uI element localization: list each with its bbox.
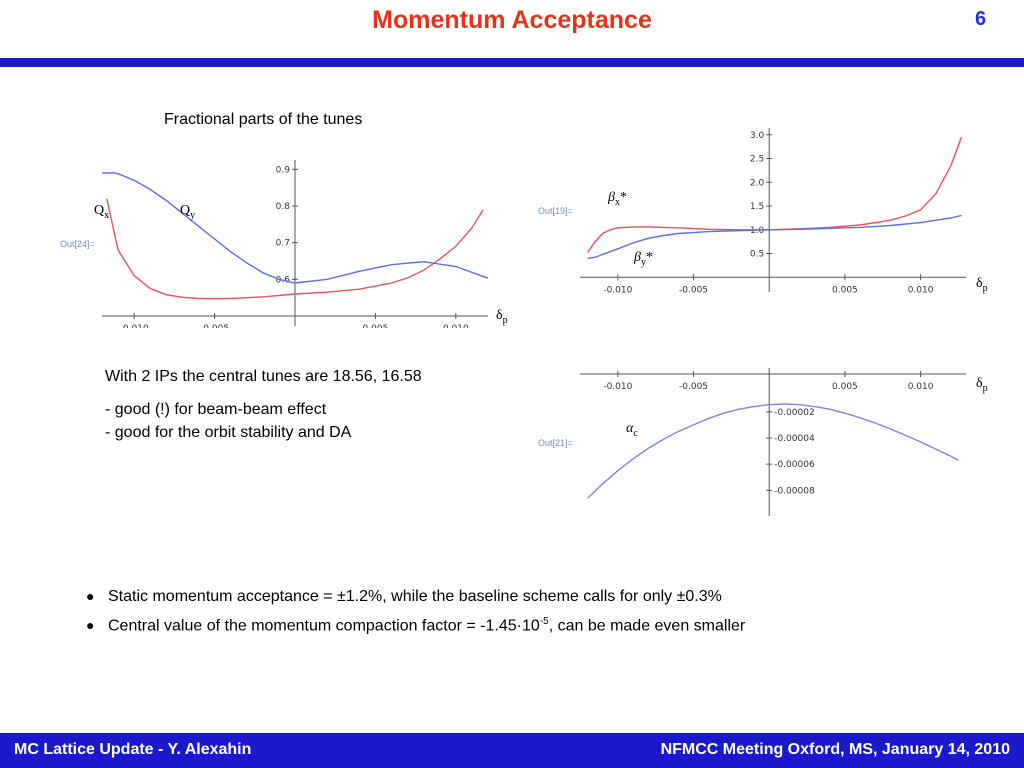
alpha-plot: -0.010 -0.005 0.005 0.010 -0.00002 -0.00004 -0… — [580, 368, 966, 516]
y-tick-label: -0.00006 — [774, 460, 815, 470]
series-line-βy* — [587, 214, 962, 259]
beta-x-label: βx* — [608, 190, 627, 208]
y-tick-label: -0.00008 — [774, 486, 815, 496]
footer-left: MC Lattice Update - Y. Alexahin — [14, 741, 252, 758]
y-tick-label: 0.9 — [276, 165, 291, 175]
y-tick-label: 2.0 — [750, 178, 765, 188]
beta-out-label: Out[19]= — [538, 206, 573, 216]
bullet-list: ● Static momentum acceptance = ±1.2%, wh… — [86, 588, 745, 645]
beam-beam-text: - good (!) for beam-beam effect — [105, 401, 327, 418]
bullet-text: Central value of the momentum compaction… — [108, 616, 746, 635]
central-tunes-text: With 2 IPs the central tunes are 18.56, … — [105, 368, 422, 385]
x-tick-label: 0.005 — [832, 285, 858, 294]
header-bar — [0, 58, 1024, 67]
footer-bar: MC Lattice Update - Y. Alexahin NFMCC Me… — [0, 733, 1024, 768]
x-tick-label: 0.010 — [443, 324, 469, 328]
page-number: 6 — [975, 8, 987, 30]
alpha-out-label: Out[21]= — [538, 438, 573, 448]
x-tick-label: -0.010 — [603, 285, 632, 294]
tunes-caption: Fractional parts of the tunes — [164, 111, 363, 128]
x-tick-label: -0.005 — [679, 285, 708, 294]
qx-label: Qx — [94, 203, 110, 221]
delta-p-label: δp — [976, 276, 988, 294]
delta-p-label: δp — [496, 308, 508, 326]
bullet-dot-icon: ● — [86, 617, 95, 634]
y-tick-label: 1.5 — [750, 202, 764, 212]
bullet-text: Static momentum acceptance = ±1.2%, whil… — [108, 588, 722, 605]
y-tick-label: 0.7 — [276, 239, 290, 249]
series-line-βx* — [587, 136, 963, 253]
x-tick-label: 0.005 — [363, 324, 389, 328]
y-tick-label: 0.8 — [276, 202, 291, 212]
slide-title: Momentum Acceptance — [372, 6, 652, 34]
x-tick-label: -0.010 — [603, 382, 632, 392]
x-tick-label: -0.005 — [200, 324, 229, 328]
y-tick-label: -0.00002 — [774, 408, 814, 418]
x-tick-label: -0.005 — [679, 382, 708, 392]
x-tick-label: 0.005 — [832, 382, 858, 392]
x-tick-label: 0.010 — [908, 382, 934, 392]
x-tick-label: 0.010 — [908, 285, 934, 294]
bullet-item: ● Central value of the momentum compacti… — [86, 616, 745, 635]
series-line-Qx — [106, 198, 484, 300]
x-tick-label: -0.010 — [120, 324, 149, 328]
delta-p-label: δp — [976, 376, 988, 394]
qy-label: Qy — [180, 203, 196, 221]
tunes-out-label: Out[24]= — [60, 239, 95, 249]
orbit-stability-text: - good for the orbit stability and DA — [105, 424, 352, 441]
footer-right: NFMCC Meeting Oxford, MS, January 14, 20… — [660, 741, 1010, 758]
y-tick-label: 2.5 — [750, 155, 764, 165]
bullet-dot-icon: ● — [86, 588, 95, 604]
y-tick-label: -0.00004 — [774, 434, 815, 444]
series-line-αc — [587, 403, 959, 499]
beta-y-label: βy* — [634, 250, 653, 268]
bullet-item: ● Static momentum acceptance = ±1.2%, wh… — [86, 588, 745, 606]
series-line-Qy — [102, 172, 489, 284]
alpha-c-label: αc — [626, 421, 638, 439]
y-tick-label: 0.5 — [750, 250, 764, 260]
y-tick-label: 3.0 — [750, 131, 765, 141]
